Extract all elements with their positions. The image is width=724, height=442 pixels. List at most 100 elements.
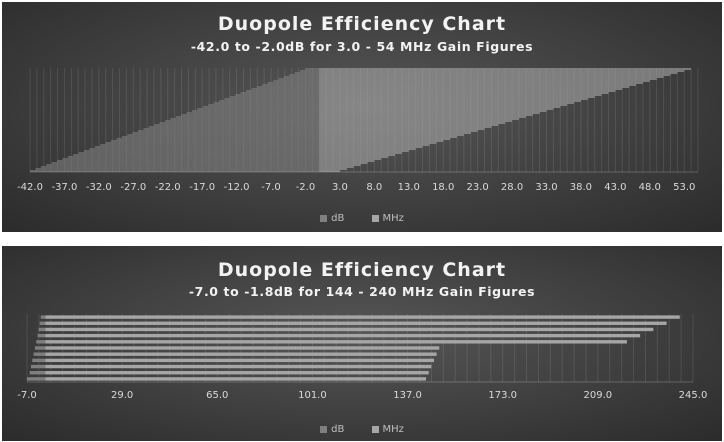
bar-db xyxy=(219,100,320,102)
legend-item-db: dB xyxy=(320,424,344,435)
bar-mhz xyxy=(45,358,434,363)
bar-mhz xyxy=(319,76,664,78)
bar-mhz xyxy=(319,138,451,140)
legend-swatch-mhz xyxy=(371,425,379,433)
x-tick-label: 101.0 xyxy=(298,390,327,401)
bar-mhz xyxy=(319,102,575,104)
bar-db xyxy=(186,112,320,114)
bar-db xyxy=(246,90,320,92)
x-tick-label: 13.0 xyxy=(398,182,420,193)
bar-db xyxy=(267,82,320,84)
legend-label-mhz: MHz xyxy=(382,213,404,224)
bar-db xyxy=(37,333,46,338)
legend-label-mhz: MHz xyxy=(382,424,404,435)
bar-db xyxy=(127,134,320,136)
bar-db xyxy=(305,68,320,70)
bar-db xyxy=(159,122,320,124)
bar-mhz xyxy=(319,118,519,120)
chart-legend: dB MHz xyxy=(2,424,722,435)
x-tick-label: -2.0 xyxy=(296,182,316,193)
bar-mhz xyxy=(319,96,595,98)
bar-db xyxy=(132,132,320,134)
bar-db xyxy=(121,136,320,138)
bar-db xyxy=(138,130,320,132)
bar-mhz xyxy=(319,160,375,162)
bar-db xyxy=(283,76,320,78)
chart-title: Duopole Efficiency Chart xyxy=(217,13,507,35)
bar-mhz xyxy=(319,100,581,102)
x-tick-label: 33.0 xyxy=(535,182,557,193)
chart-plot-area: -7.0 29.0 65.0 101.0 137.0 173.0 209.0 245.0 xyxy=(17,314,707,401)
bar-db xyxy=(62,158,320,160)
bar-db xyxy=(181,114,320,116)
x-tick-label: 209.0 xyxy=(584,390,613,401)
bar-mhz xyxy=(319,78,657,80)
bar-mhz xyxy=(319,130,478,132)
chart-panel-2: Duopole Efficiency Chart -7.0 to -1.8dB … xyxy=(2,246,722,441)
bar-db xyxy=(78,152,320,154)
bar-mhz xyxy=(319,122,506,124)
bar-mhz xyxy=(319,156,389,158)
bar-mhz xyxy=(319,72,678,74)
x-tick-label: -7.0 xyxy=(17,390,37,401)
bar-db xyxy=(111,140,320,142)
bar-mhz xyxy=(319,124,499,126)
bar-db xyxy=(32,358,46,363)
bar-mhz xyxy=(319,134,464,136)
bar-db xyxy=(100,144,320,146)
bar-db xyxy=(116,138,320,140)
bar-db xyxy=(94,146,320,148)
bar-db xyxy=(73,154,320,156)
bar-db xyxy=(143,128,320,130)
bar-mhz xyxy=(319,154,395,156)
bar-db xyxy=(175,116,320,118)
bar-mhz xyxy=(319,162,368,164)
bar-db xyxy=(224,98,320,100)
bar-db xyxy=(208,104,320,106)
chart-panel-1: Duopole Efficiency Chart -42.0 to -2.0dB… xyxy=(2,2,722,232)
bar-db xyxy=(213,102,320,104)
bar-mhz xyxy=(319,94,602,96)
bar-db xyxy=(300,70,320,72)
bar-mhz xyxy=(45,364,432,369)
bar-db xyxy=(294,72,320,74)
x-tick-label: 18.0 xyxy=(432,182,454,193)
chart-subtitle: -42.0 to -2.0dB for 3.0 - 54 MHz Gain Fi… xyxy=(190,39,534,54)
bar-db xyxy=(84,150,320,152)
bar-db xyxy=(202,106,320,108)
bar-mhz xyxy=(319,150,409,152)
legend-label-db: dB xyxy=(331,213,345,224)
bar-mhz xyxy=(319,140,444,142)
bar-mhz xyxy=(45,340,627,344)
x-tick-label: 28.0 xyxy=(501,182,523,193)
bar-mhz xyxy=(319,164,361,166)
bar-db xyxy=(33,352,46,356)
bar-mhz xyxy=(319,74,671,76)
x-tick-label: 48.0 xyxy=(639,182,661,193)
bar-mhz xyxy=(319,82,643,84)
bar-db xyxy=(256,86,320,88)
bar-mhz xyxy=(45,377,427,381)
bar-mhz xyxy=(45,371,429,375)
bar-mhz xyxy=(45,327,654,332)
chart-title: Duopole Efficiency Chart xyxy=(217,259,507,281)
bar-db xyxy=(262,84,320,86)
bar-db xyxy=(89,148,320,150)
x-tick-label: 53.0 xyxy=(673,182,695,193)
bar-db xyxy=(30,364,46,369)
legend-item-mhz: MHz xyxy=(371,424,404,435)
bar-db xyxy=(289,74,320,76)
x-tick-label: -7.0 xyxy=(261,182,281,193)
bar-mhz xyxy=(45,352,437,356)
bar-db xyxy=(27,377,46,381)
bar-db xyxy=(30,170,320,172)
bar-mhz xyxy=(319,126,492,128)
x-tick-label: 29.0 xyxy=(111,390,133,401)
x-tick-label: 65.0 xyxy=(206,390,228,401)
bar-db xyxy=(46,164,320,166)
bar-mhz xyxy=(319,166,354,168)
x-tick-label: 137.0 xyxy=(393,390,422,401)
bar-db xyxy=(165,120,320,122)
bar-db xyxy=(39,321,46,325)
chart-subtitle: -7.0 to -1.8dB for 144 - 240 MHz Gain Fi… xyxy=(188,284,536,299)
